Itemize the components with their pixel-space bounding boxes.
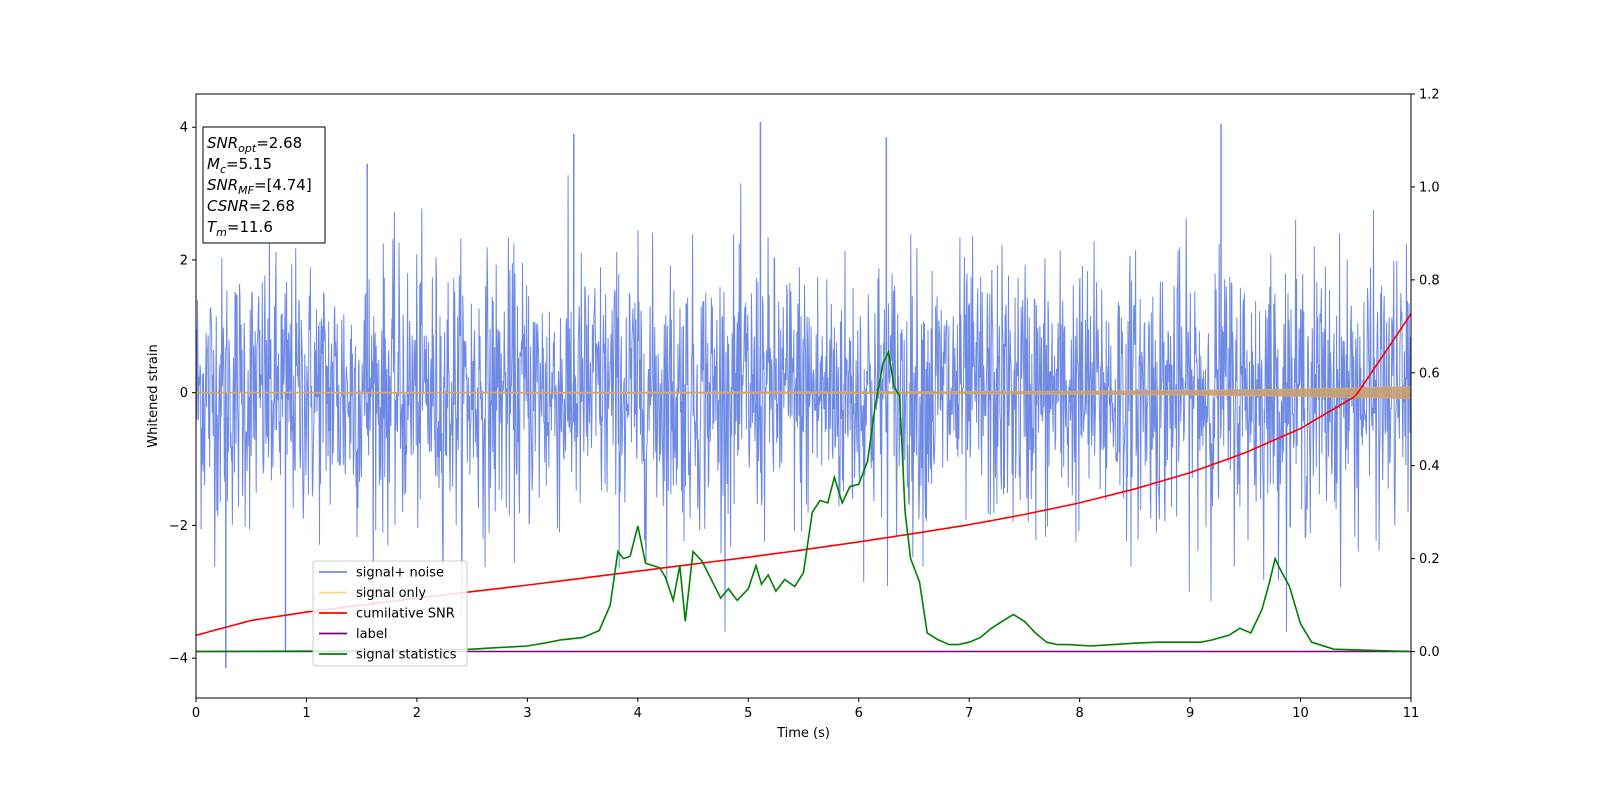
stats-line: Tm=11.6 [207, 218, 273, 239]
x-tick-label: 7 [965, 706, 973, 721]
legend-label: signal+ noise [356, 566, 444, 581]
y2-tick-label: 0.2 [1419, 552, 1440, 567]
x-tick-label: 3 [523, 706, 531, 721]
stats-line: Mc=5.15 [207, 155, 272, 176]
y2-tick-label: 1.0 [1419, 180, 1440, 195]
y-tick-label: −2 [169, 519, 188, 534]
y2-tick-label: 1.2 [1419, 88, 1440, 103]
y2-tick-label: 0.6 [1419, 366, 1440, 381]
stats-box-frame [202, 126, 326, 244]
x-axis-label: Time (s) [776, 726, 830, 741]
stats-line: SNRopt=2.68 [207, 134, 302, 155]
signal-statistics-line [195, 349, 1412, 653]
axes-frame [195, 93, 1412, 699]
x-tick-label: 1 [302, 706, 310, 721]
legend-label: signal only [356, 586, 426, 601]
x-tick-label: 8 [1075, 706, 1083, 721]
x-tick-label: 0 [192, 706, 200, 721]
y-tick-label: 0 [180, 386, 188, 401]
legend-label: label [356, 627, 387, 642]
y2-tick-label: 0.0 [1419, 645, 1440, 660]
y2-tick-label: 0.4 [1419, 459, 1440, 474]
x-tick-label: 6 [855, 706, 863, 721]
ticks-layer: 0 1 2 3 4 5 6 7 8 9 10 11 −4 −2 0 2 4 0.0 0.2 0.4 0.6 0.8 1.0 1… [169, 88, 1440, 722]
y-tick-label: 2 [180, 253, 188, 268]
x-tick-label: 4 [634, 706, 642, 721]
x-tick-label: 10 [1292, 706, 1309, 721]
legend-frame [312, 560, 468, 667]
signal-noise-layer [195, 121, 1412, 669]
x-tick-label: 11 [1403, 706, 1420, 721]
stats-line: SNRMF=[4.74] [207, 176, 312, 197]
x-tick-label: 5 [744, 706, 752, 721]
legend: signal+ noise signal only cumilative SNR la… [312, 560, 468, 667]
y-tick-label: 4 [180, 121, 188, 136]
x-tick-label: 9 [1186, 706, 1194, 721]
legend-label: signal statistics [356, 648, 457, 663]
y-tick-label: −4 [169, 652, 188, 667]
legend-label: cumilative SNR [356, 607, 455, 622]
y-axis-label: Whitened strain [146, 344, 161, 447]
y2-tick-label: 0.8 [1419, 273, 1440, 288]
signal-noise-line [195, 175, 1412, 632]
stats-line: CSNR=2.68 [207, 197, 295, 215]
x-tick-label: 2 [413, 706, 421, 721]
